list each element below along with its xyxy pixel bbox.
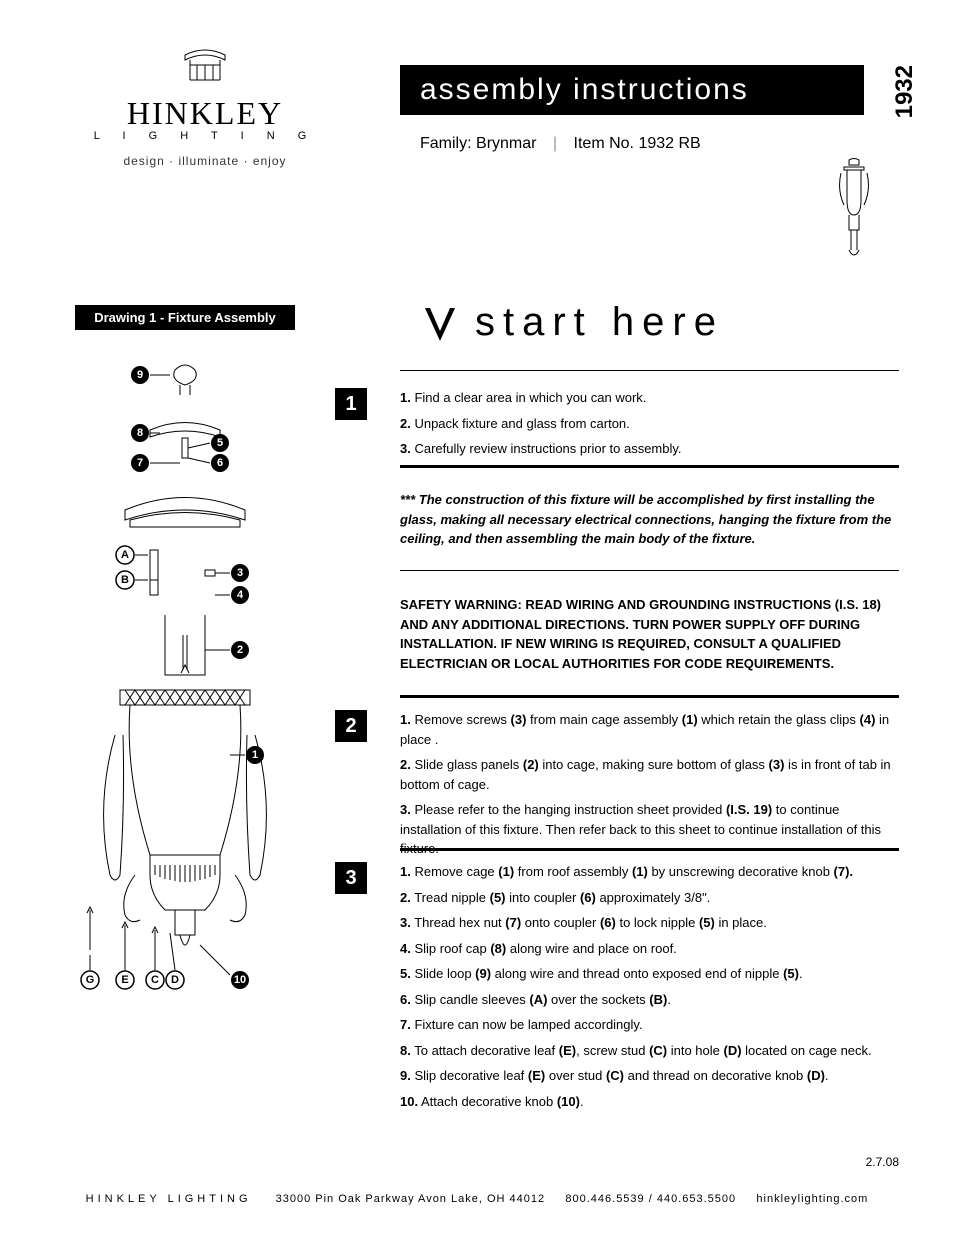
section-3: 3 1. Remove cage (1) from roof assembly … [400, 862, 899, 1117]
logo-subtitle: L I G H T I N G [85, 130, 325, 142]
instruction-item: 7. Fixture can now be lamped accordingly… [400, 1015, 899, 1035]
footer-company: HINKLEY LIGHTING [86, 1193, 252, 1205]
instruction-item: 3. Thread hex nut (7) onto coupler (6) t… [400, 913, 899, 933]
svg-text:7: 7 [137, 457, 143, 469]
section-1-number: 1 [335, 388, 367, 420]
instruction-item: 2. Tread nipple (5) into coupler (6) app… [400, 888, 899, 908]
instruction-item: 10. Attach decorative knob (10). [400, 1092, 899, 1112]
svg-text:B: B [121, 574, 129, 586]
divider-line [400, 465, 899, 468]
section-3-number: 3 [335, 862, 367, 894]
instruction-item: 2. Slide glass panels (2) into cage, mak… [400, 755, 899, 794]
svg-text:1: 1 [252, 749, 258, 761]
instruction-item: 3. Carefully review instructions prior t… [400, 439, 899, 459]
svg-text:G: G [86, 974, 95, 986]
brand-logo: HINKLEY L I G H T I N G design · illumin… [85, 40, 325, 168]
instruction-item: 4. Slip roof cap (8) along wire and plac… [400, 939, 899, 959]
page-title: assembly instructions [400, 65, 864, 115]
section-2: 2 1. Remove screws (3) from main cage as… [400, 710, 899, 865]
section-3-list: 1. Remove cage (1) from roof assembly (1… [400, 862, 899, 1111]
svg-text:10: 10 [234, 974, 246, 986]
instruction-item: 1. Remove cage (1) from roof assembly (1… [400, 862, 899, 882]
safety-warning: SAFETY WARNING: READ WIRING AND GROUNDIN… [400, 595, 899, 673]
family-value: Brynmar [476, 135, 536, 152]
section-1-list: 1. Find a clear area in which you can wo… [400, 388, 899, 459]
svg-text:E: E [121, 974, 128, 986]
svg-text:D: D [171, 974, 179, 986]
footer-phone: 800.446.5539 / 440.653.5500 [565, 1193, 736, 1205]
family-label: Family: [420, 135, 472, 152]
svg-text:5: 5 [217, 437, 223, 449]
instruction-item: 5. Slide loop (9) along wire and thread … [400, 964, 899, 984]
instruction-item: 2. Unpack fixture and glass from carton. [400, 414, 899, 434]
divider-line [400, 370, 899, 371]
svg-text:A: A [121, 549, 129, 561]
note-text: *** The construction of this fixture wil… [400, 490, 899, 549]
svg-text:2: 2 [237, 644, 243, 656]
start-here-text: start here [475, 300, 724, 345]
construction-note: *** The construction of this fixture wil… [400, 490, 899, 549]
footer-address: 33000 Pin Oak Parkway Avon Lake, OH 4401… [276, 1193, 546, 1205]
instruction-item: 9. Slip decorative leaf (E) over stud (C… [400, 1066, 899, 1086]
section-1: 1 1. Find a clear area in which you can … [400, 388, 899, 465]
section-2-list: 1. Remove screws (3) from main cage asse… [400, 710, 899, 859]
date-stamp: 2.7.08 [866, 1155, 899, 1169]
divider-line [400, 848, 899, 851]
model-number: 1932 [891, 65, 919, 118]
start-here-heading: start here [420, 300, 724, 345]
instruction-item: 1. Find a clear area in which you can wo… [400, 388, 899, 408]
fixture-assembly-diagram: 9 8 5 6 7 A B 3 4 2 1 [75, 355, 315, 1015]
item-label: Item No. [574, 135, 634, 152]
divider-line [400, 570, 899, 571]
logo-tagline: design · illuminate · enjoy [85, 154, 325, 168]
svg-text:3: 3 [237, 567, 243, 579]
instruction-item: 6. Slip candle sleeves (A) over the sock… [400, 990, 899, 1010]
drawing-label: Drawing 1 - Fixture Assembly [75, 305, 295, 330]
svg-text:C: C [151, 974, 159, 986]
svg-text:4: 4 [237, 589, 244, 601]
divider-line [400, 695, 899, 698]
svg-text:8: 8 [137, 427, 143, 439]
svg-text:9: 9 [137, 369, 143, 381]
logo-icon [175, 40, 235, 85]
logo-name: HINKLEY [85, 95, 325, 132]
warning-text: SAFETY WARNING: READ WIRING AND GROUNDIN… [400, 595, 899, 673]
svg-text:6: 6 [217, 457, 223, 469]
family-info: Family: Brynmar | Item No. 1932 RB [420, 135, 701, 153]
instruction-item: 1. Remove screws (3) from main cage asse… [400, 710, 899, 749]
footer: HINKLEY LIGHTING 33000 Pin Oak Parkway A… [0, 1193, 954, 1205]
section-2-number: 2 [335, 710, 367, 742]
footer-web: hinkleylighting.com [756, 1193, 868, 1205]
instruction-item: 8. To attach decorative leaf (E), screw … [400, 1041, 899, 1061]
down-arrow-icon [420, 303, 460, 343]
item-value: 1932 RB [638, 135, 700, 152]
divider: | [553, 135, 557, 152]
product-thumbnail-icon [829, 155, 879, 265]
